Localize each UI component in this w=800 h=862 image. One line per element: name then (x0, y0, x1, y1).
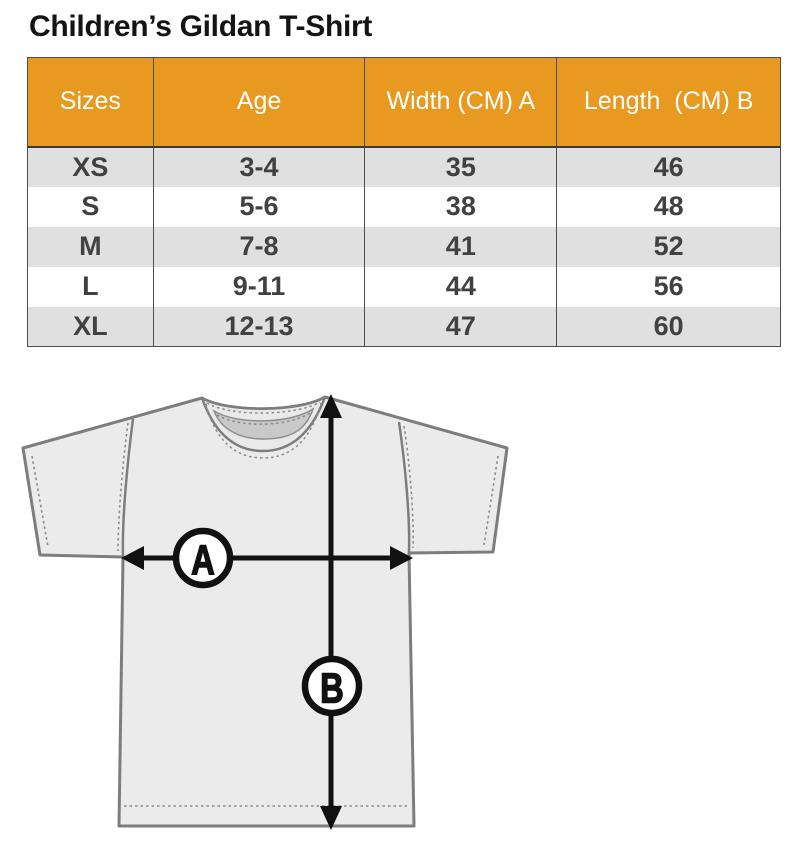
age-cell: 9-11 (152, 266, 366, 307)
length-label-badge: B (301, 655, 363, 717)
width-cell: 41 (364, 226, 558, 267)
size-cell: M (27, 226, 154, 267)
left-sleeve-stitch (31, 455, 49, 548)
age-cell: 7-8 (152, 226, 366, 267)
width-label: A (191, 537, 215, 584)
length-cell: 56 (556, 266, 781, 307)
width-badge-circle (172, 527, 234, 589)
table-row-xl: XL 12-13 47 60 (27, 306, 781, 347)
length-arrowhead-bottom (320, 806, 342, 830)
width-cell: 35 (364, 146, 558, 187)
age-cell: 5-6 (152, 186, 366, 227)
table-row-xs: XS 3-4 35 46 (27, 146, 781, 187)
table-header-row: Sizes Age Width (CM) A Length (CM) B (27, 57, 781, 148)
age-cell: 12-13 (152, 306, 366, 347)
size-chart-table: Sizes Age Width (CM) A Length (CM) B XS … (27, 57, 781, 347)
table-row-l: L 9-11 44 56 (27, 266, 781, 307)
tshirt-measurement-diagram: A B (0, 380, 540, 857)
length-cell: 46 (556, 146, 781, 187)
left-armhole-seam (121, 418, 135, 557)
width-label-badge: A (172, 527, 234, 589)
table-row-m: M 7-8 41 52 (27, 226, 781, 267)
size-cell: S (27, 186, 154, 227)
length-badge-circle (301, 655, 363, 717)
column-header-width: Width (CM) A (364, 57, 558, 148)
length-cell: 52 (556, 226, 781, 267)
column-header-age: Age (152, 57, 366, 148)
column-header-length: Length (CM) B (556, 57, 781, 148)
collar-top-stitch (206, 401, 321, 414)
size-cell: XS (27, 146, 154, 187)
collar-inner-back (212, 407, 315, 440)
right-sleeve-stitch (483, 455, 499, 546)
collar-bottom-stitch (205, 402, 322, 459)
length-cell: 60 (556, 306, 781, 347)
collar-stitches (205, 401, 322, 459)
width-arrowhead-left (121, 546, 144, 570)
right-armhole-seam (397, 421, 411, 553)
stitch-lines (31, 422, 499, 807)
size-cell: XL (27, 306, 154, 347)
width-cell: 38 (364, 186, 558, 227)
table-row-s: S 5-6 38 48 (27, 186, 781, 227)
length-arrowhead-top (320, 394, 342, 418)
page-title: Children’s Gildan T-Shirt (29, 10, 373, 43)
tshirt-body (21, 395, 509, 828)
column-header-sizes: Sizes (27, 57, 154, 148)
left-armhole-stitch (117, 422, 129, 552)
width-cell: 44 (364, 266, 558, 307)
width-arrowhead-right (390, 546, 413, 570)
length-label: B (320, 665, 344, 712)
age-cell: 3-4 (152, 146, 366, 187)
width-cell: 47 (364, 306, 558, 347)
size-cell: L (27, 266, 154, 307)
length-cell: 48 (556, 186, 781, 227)
length-arrow (320, 394, 342, 830)
